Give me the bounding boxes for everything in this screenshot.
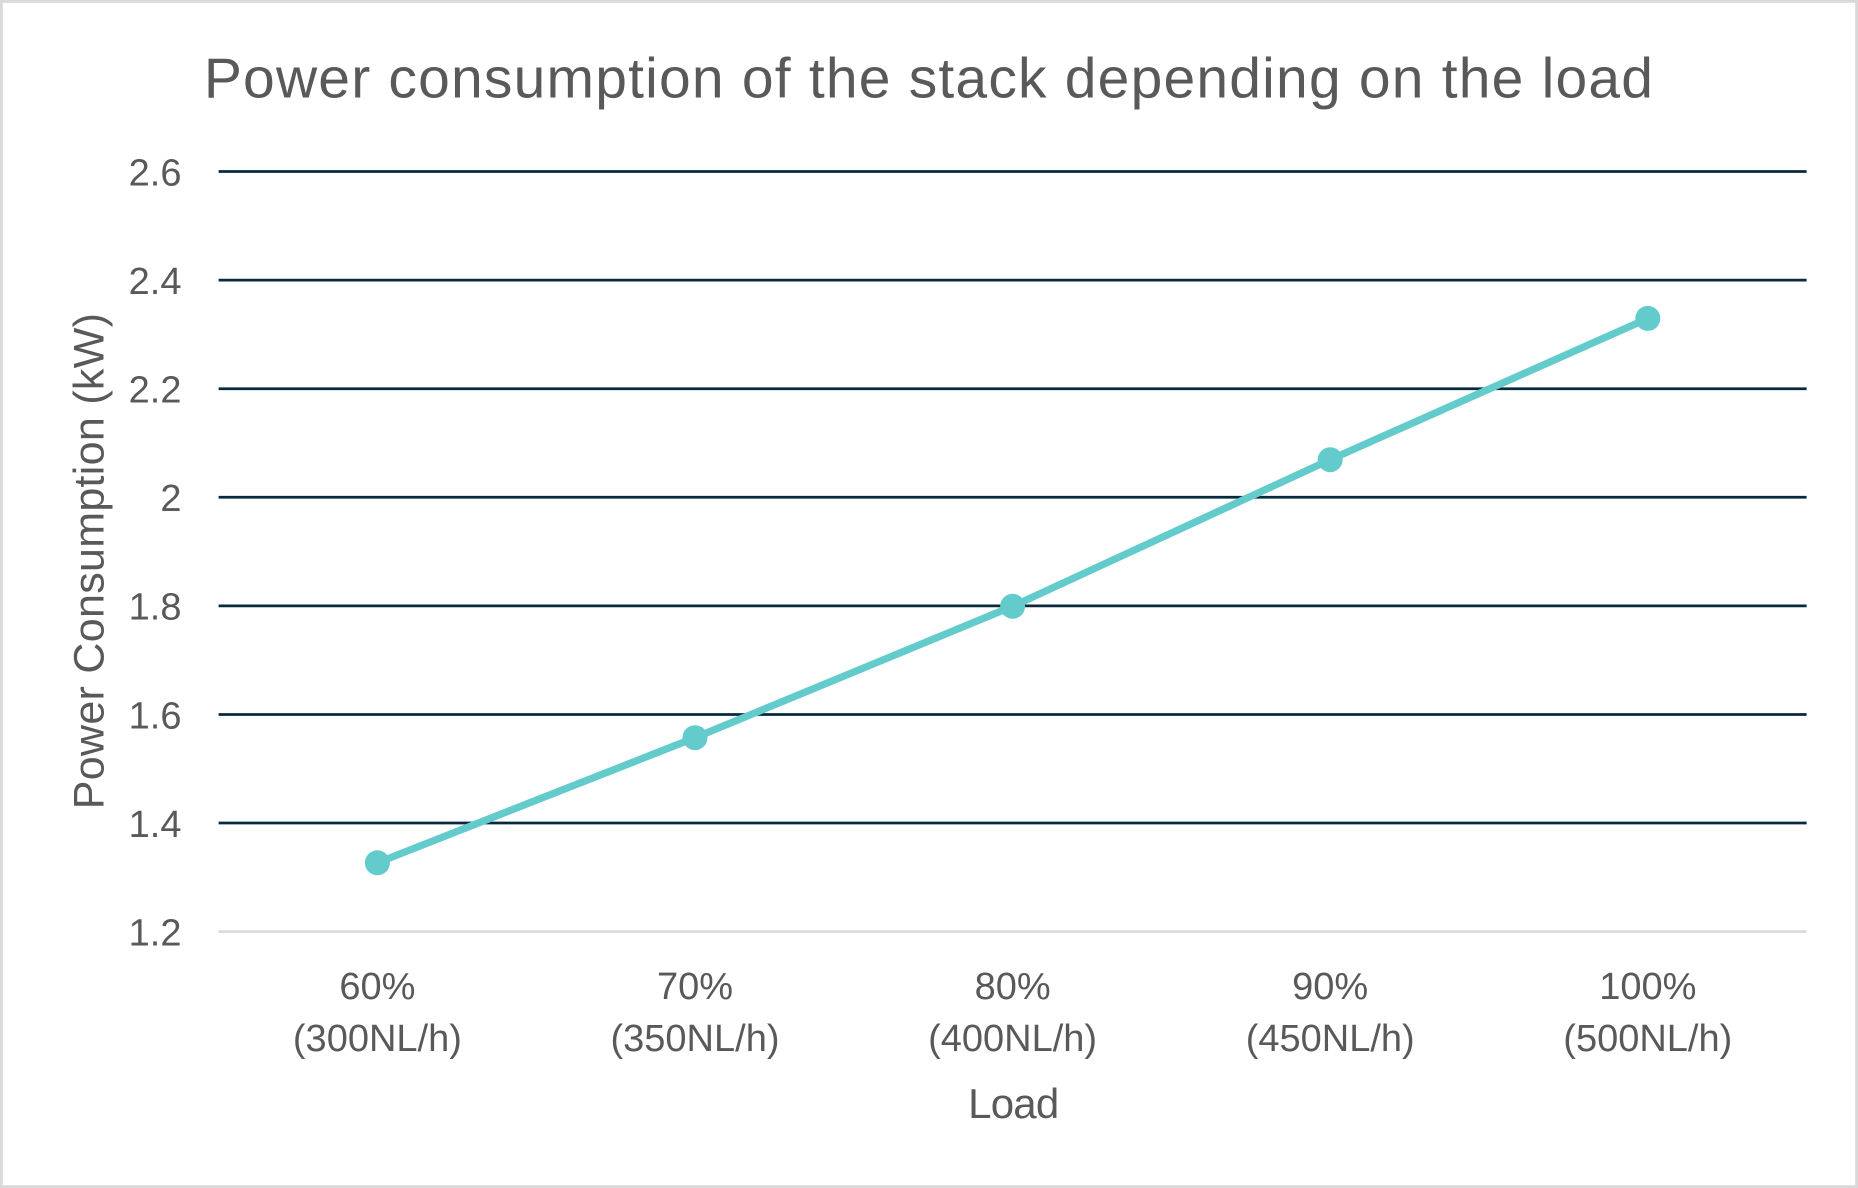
svg-text:(500NL/h): (500NL/h)	[1563, 1018, 1732, 1060]
svg-text:Power consumption of the stack: Power consumption of the stack depending…	[204, 47, 1654, 111]
svg-text:(400NL/h): (400NL/h)	[928, 1018, 1097, 1060]
svg-text:Power Consumption (kW): Power Consumption (kW)	[65, 313, 113, 809]
svg-text:Load: Load	[968, 1080, 1058, 1127]
svg-text:1.8: 1.8	[129, 587, 182, 629]
svg-text:1.4: 1.4	[129, 804, 182, 846]
svg-text:100%: 100%	[1599, 966, 1696, 1008]
svg-text:1.6: 1.6	[129, 695, 182, 737]
svg-text:80%: 80%	[975, 966, 1051, 1008]
svg-text:2.4: 2.4	[129, 261, 182, 303]
svg-text:(350NL/h): (350NL/h)	[611, 1018, 780, 1060]
svg-text:60%: 60%	[339, 966, 415, 1008]
svg-text:90%: 90%	[1292, 966, 1368, 1008]
svg-text:2: 2	[160, 478, 181, 520]
svg-text:(450NL/h): (450NL/h)	[1246, 1018, 1415, 1060]
svg-text:2.2: 2.2	[129, 370, 182, 412]
svg-text:(300NL/h): (300NL/h)	[293, 1018, 462, 1060]
svg-text:1.2: 1.2	[129, 912, 182, 954]
svg-text:70%: 70%	[657, 966, 733, 1008]
svg-text:2.6: 2.6	[129, 152, 182, 194]
